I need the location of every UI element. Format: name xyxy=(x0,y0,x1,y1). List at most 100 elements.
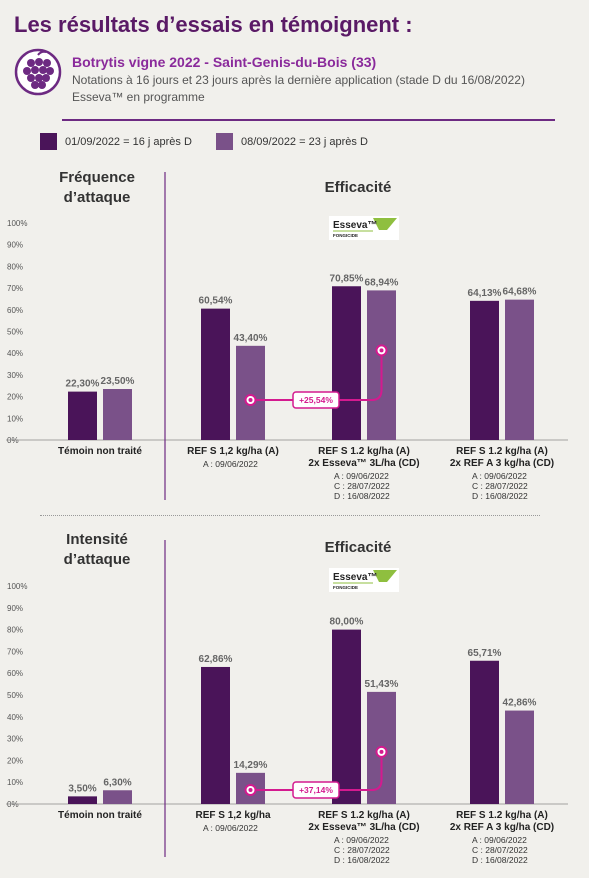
esseva-logo: Esseva™ FONGICIDE xyxy=(329,216,399,240)
bar-16j xyxy=(201,308,230,440)
category-label: REF S 1,2 kg/ha (A) xyxy=(187,446,279,457)
category-label: Témoin non traité xyxy=(58,810,142,821)
category-label: 2x Esseva™ 3L/ha (CD) xyxy=(308,822,419,833)
improvement-label: +25,54% xyxy=(299,395,333,405)
intensity-chart: 0% 10% 20% 30% 40% 50% 60% 70% 80% 90% 100% Intensi… xyxy=(6,531,568,865)
improvement-pill xyxy=(292,391,340,409)
application-date: C : 28/07/2022 xyxy=(334,481,390,491)
bar-23j xyxy=(505,299,534,440)
data-label: 64,13% xyxy=(468,288,502,299)
y-tick-label: 60% xyxy=(7,306,23,315)
trial-note: Notations à 16 jours et 23 jours après l… xyxy=(72,73,525,87)
bar-16j xyxy=(332,629,361,804)
bar-16j xyxy=(332,286,361,440)
data-label: 70,85% xyxy=(330,273,364,284)
improvement-pill xyxy=(292,781,340,799)
trial-program: Esseva™ en programme xyxy=(72,90,205,104)
data-label: 65,71% xyxy=(468,648,502,659)
legend-item-23j: 08/09/2022 = 23 j après D xyxy=(216,133,368,150)
legend-label-23j: 08/09/2022 = 23 j après D xyxy=(241,135,368,148)
application-date: C : 28/07/2022 xyxy=(472,481,528,491)
category-label: Témoin non traité xyxy=(58,446,142,457)
left-section-title: Intensité xyxy=(66,531,128,548)
data-label: 68,94% xyxy=(365,277,399,288)
esseva-logo: Esseva™ FONGICIDE xyxy=(329,568,399,592)
section-separator xyxy=(40,515,540,516)
y-tick-label: 100% xyxy=(7,219,27,228)
application-date: A : 09/06/2022 xyxy=(472,471,527,481)
y-tick-label: 70% xyxy=(7,284,23,293)
category-label: 2x REF A 3 kg/ha (CD) xyxy=(450,458,554,469)
logo-leaf-icon xyxy=(373,570,397,582)
legend-label-16j: 01/09/2022 = 16 j après D xyxy=(65,135,192,148)
category-label: REF S 1.2 kg/ha (A) xyxy=(318,810,410,821)
bar-16j xyxy=(470,300,499,440)
y-tick-label: 70% xyxy=(7,647,23,656)
y-tick-label: 90% xyxy=(7,241,23,250)
y-tick-label: 50% xyxy=(7,691,23,700)
y-tick-label: 40% xyxy=(7,349,23,358)
bar-16j xyxy=(470,660,499,804)
logo-brand: Esseva™ xyxy=(333,220,377,231)
data-label: 64,68% xyxy=(503,287,537,298)
category-label: 2x Esseva™ 3L/ha (CD) xyxy=(308,458,419,469)
category-label: REF S 1,2 kg/ha xyxy=(195,810,270,821)
data-label: 62,86% xyxy=(199,654,233,665)
grape-bunch-icon xyxy=(14,48,62,96)
bar-23j xyxy=(103,790,132,804)
category-label: REF S 1.2 kg/ha (A) xyxy=(456,446,548,457)
arrow-end-dot-center xyxy=(379,749,384,754)
bar-23j xyxy=(236,345,265,440)
y-tick-label: 40% xyxy=(7,713,23,722)
application-date: A : 09/06/2022 xyxy=(472,835,527,845)
category-label: REF S 1.2 kg/ha (A) xyxy=(456,810,548,821)
legend-item-16j: 01/09/2022 = 16 j après D xyxy=(40,133,192,150)
y-tick-label: 80% xyxy=(7,262,23,271)
category-label: 2x REF A 3 kg/ha (CD) xyxy=(450,822,554,833)
y-tick-label: 90% xyxy=(7,604,23,613)
arrow-start-dot-center xyxy=(248,788,253,792)
improvement-arrow xyxy=(250,350,383,401)
frequency-chart: 0% 10% 20% 30% 40% 50% 60% 70% 80% 90% 100% Fréquen… xyxy=(6,169,568,501)
right-section-title: Efficacité xyxy=(325,539,392,556)
data-label: 22,30% xyxy=(66,379,100,390)
application-date: A : 09/06/2022 xyxy=(203,459,258,469)
application-date: D : 16/08/2022 xyxy=(334,491,390,501)
application-date: C : 28/07/2022 xyxy=(472,845,528,855)
left-section-title: d’attaque xyxy=(64,551,131,568)
y-tick-label: 0% xyxy=(7,436,19,445)
y-tick-label: 50% xyxy=(7,328,23,337)
bar-23j xyxy=(505,710,534,804)
data-label: 51,43% xyxy=(365,679,399,690)
bar-16j xyxy=(68,391,97,440)
y-tick-label: 100% xyxy=(7,582,27,591)
y-tick-label: 30% xyxy=(7,371,23,380)
y-tick-label: 0% xyxy=(7,800,19,809)
y-tick-label: 20% xyxy=(7,756,23,765)
data-label: 6,30% xyxy=(103,777,131,788)
trial-title: Botrytis vigne 2022 - Saint-Genis-du-Boi… xyxy=(72,54,377,70)
application-date: A : 09/06/2022 xyxy=(203,823,258,833)
y-tick-label: 10% xyxy=(7,778,23,787)
application-date: D : 16/08/2022 xyxy=(334,855,390,865)
category-label: REF S 1.2 kg/ha (A) xyxy=(318,446,410,457)
y-tick-label: 20% xyxy=(7,393,23,402)
arrow-end-dot-center xyxy=(379,348,384,353)
data-label: 80,00% xyxy=(330,617,364,628)
y-tick-label: 80% xyxy=(7,626,23,635)
data-label: 14,29% xyxy=(234,760,268,771)
logo-subtitle: FONGICIDE xyxy=(333,585,358,590)
data-label: 42,86% xyxy=(503,698,537,709)
application-date: D : 16/08/2022 xyxy=(472,491,528,501)
logo-subtitle: FONGICIDE xyxy=(333,233,358,238)
application-date: C : 28/07/2022 xyxy=(334,845,390,855)
improvement-arrow xyxy=(250,751,383,791)
page-title: Les résultats d’essais en témoignent : xyxy=(14,12,413,37)
data-label: 60,54% xyxy=(199,296,233,307)
header-divider xyxy=(62,119,555,121)
right-section-title: Efficacité xyxy=(325,179,392,196)
legend-swatch-light xyxy=(216,133,233,150)
y-tick-label: 10% xyxy=(7,414,23,423)
data-label: 3,50% xyxy=(68,783,96,794)
left-section-title: d’attaque xyxy=(64,189,131,206)
